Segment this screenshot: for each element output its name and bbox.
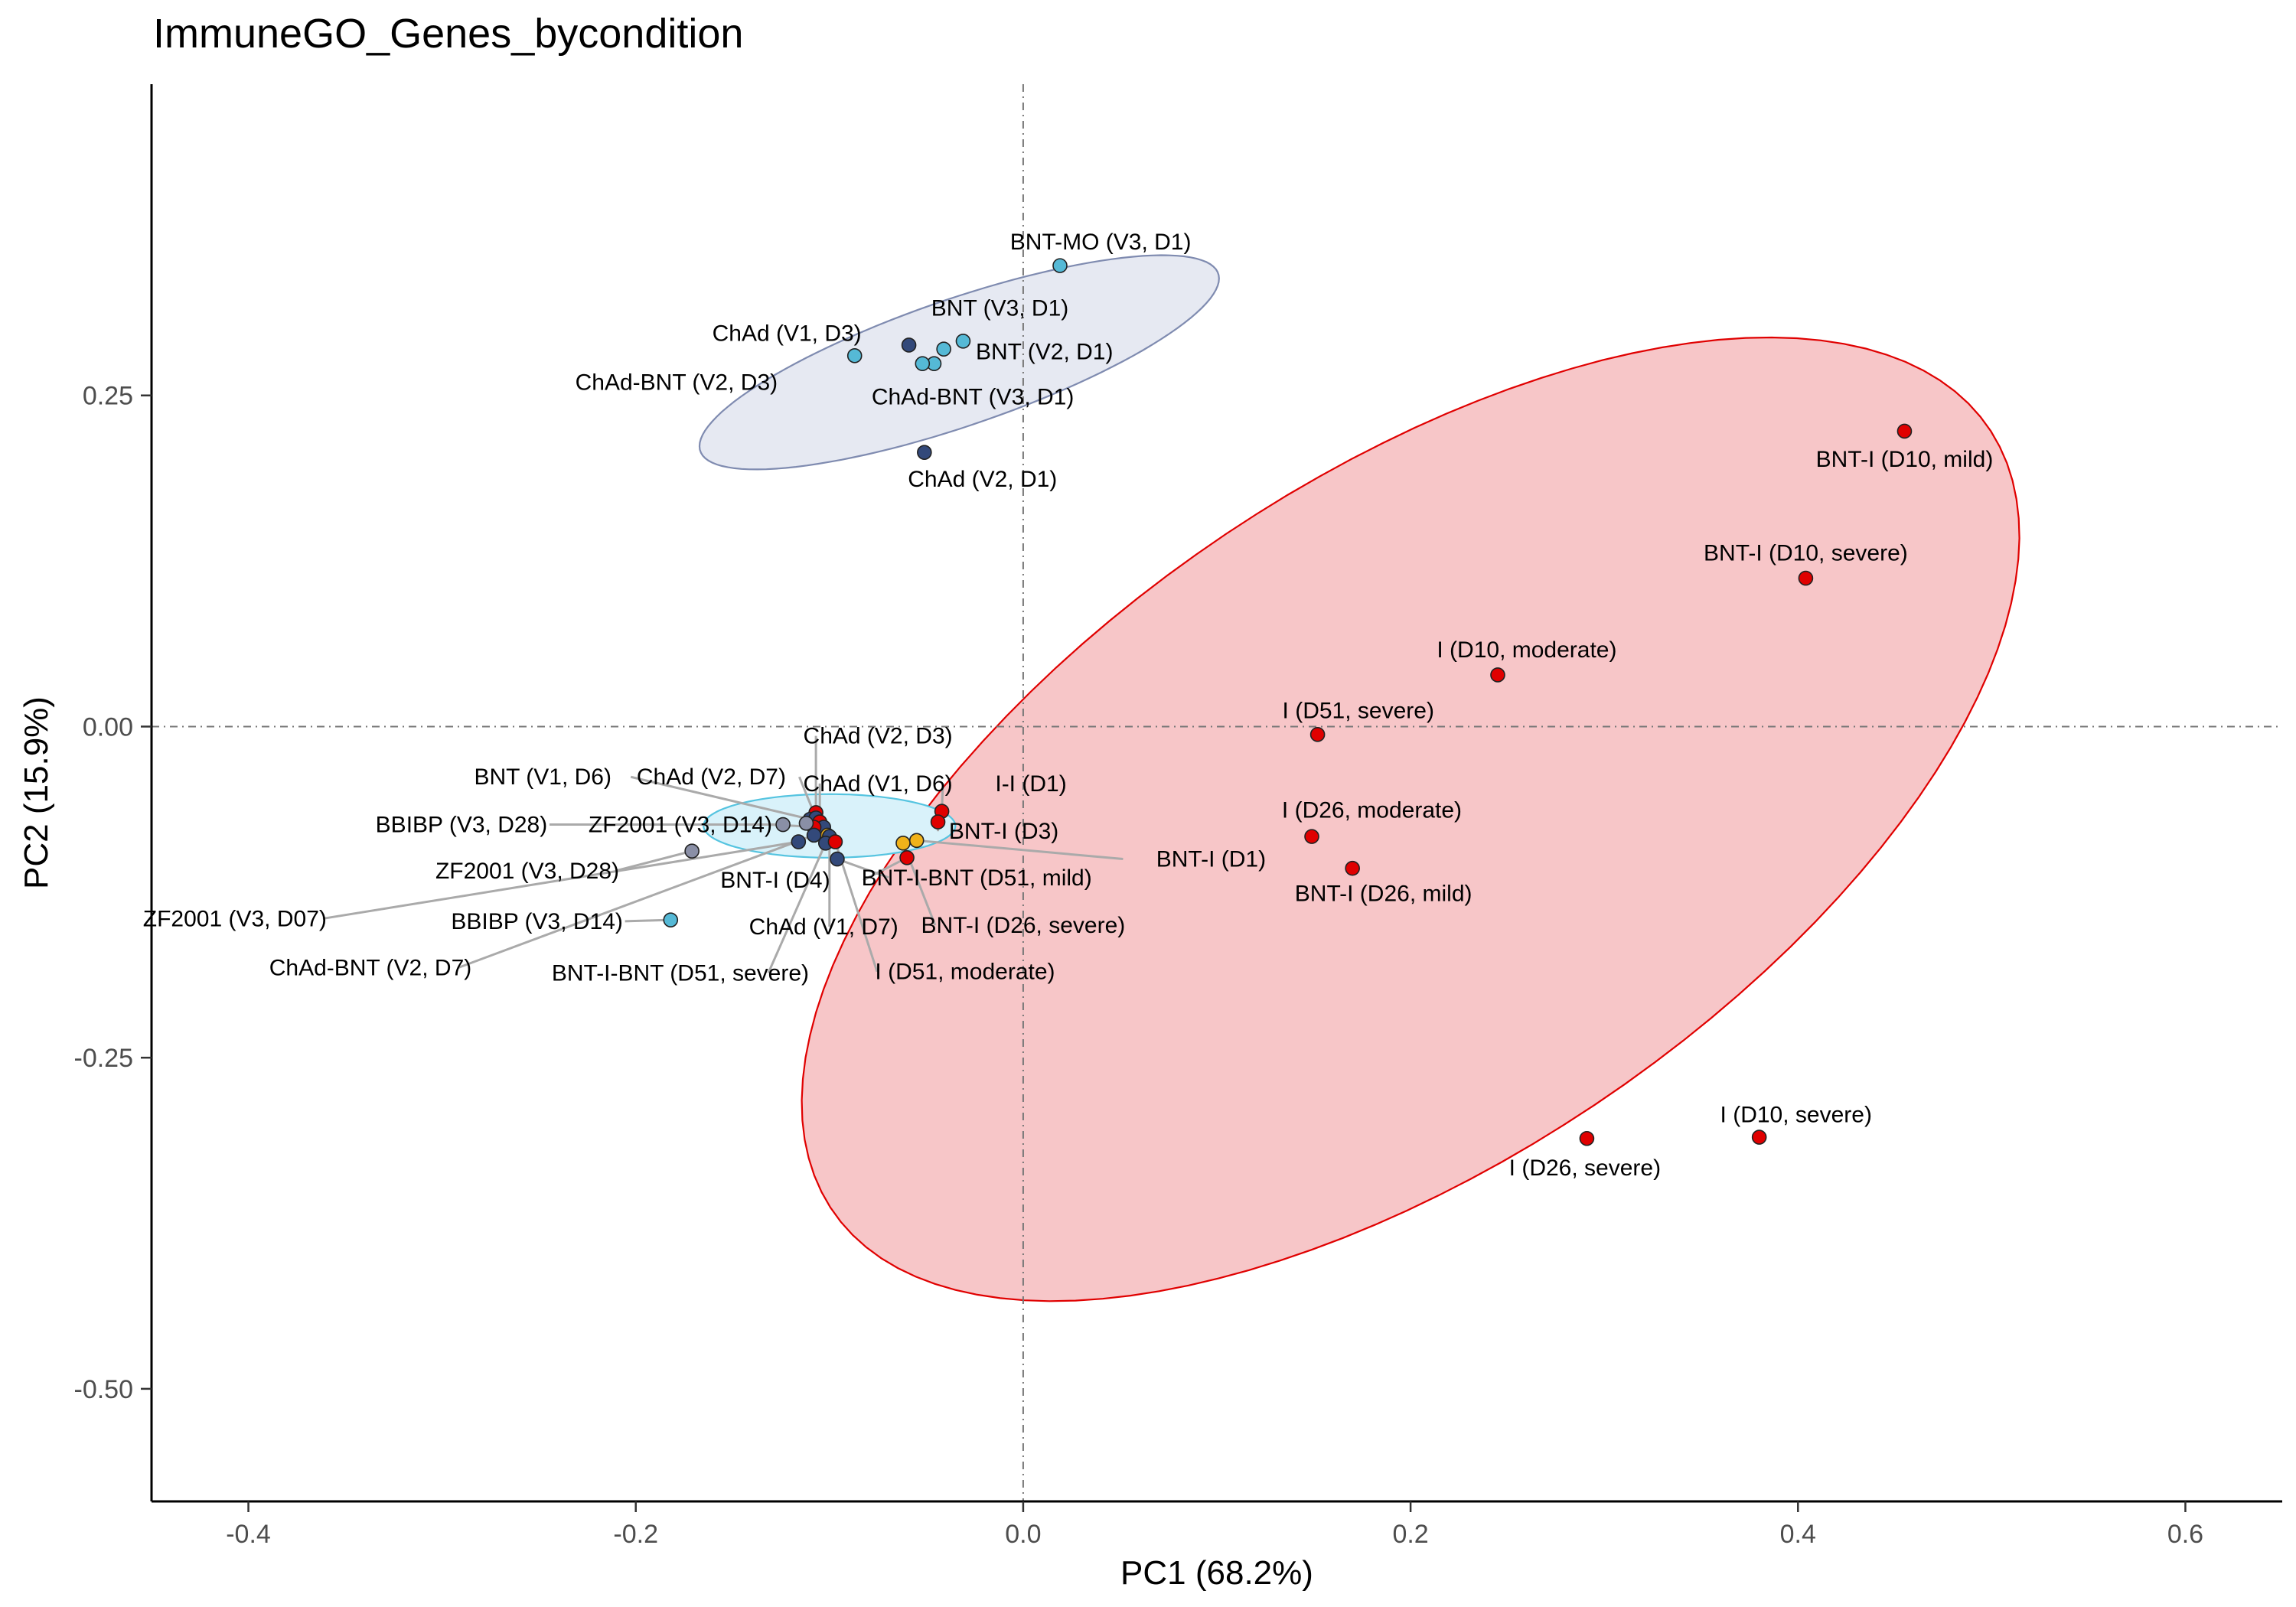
point-label: ZF2001 (V3, D07) [143,906,327,931]
x-tick-label: 0.2 [1392,1520,1428,1549]
data-point [955,333,971,349]
data-point [917,445,932,460]
leader-line [630,775,810,821]
point-label: I-I (D1) [995,771,1066,797]
data-point [899,850,915,865]
data-point [895,835,911,851]
data-point [827,834,843,849]
point-label: BNT-I (D3) [949,819,1058,844]
point-label: ChAd-BNT (V2, D3) [576,370,778,395]
leader-line [837,858,889,879]
point-label: I (D10, moderate) [1437,637,1616,663]
point-label: I (D51, moderate) [875,960,1055,985]
data-point [1751,1129,1767,1145]
y-tick-label: -0.25 [74,1044,134,1073]
data-point [663,912,679,927]
data-point [1896,423,1913,439]
point-label: I (D26, moderate) [1282,798,1462,823]
y-tick-label: 0.25 [83,382,133,411]
point-label: BNT-I (D10, mild) [1816,447,1994,472]
y-axis-ticks: -0.50 -0.25 0.00 0.25 [74,382,152,1404]
axes [150,84,2282,1503]
y-axis-title: PC2 (15.9%) [18,696,55,889]
data-point [1345,860,1360,876]
data-point [901,337,917,353]
point-label: I (D51, severe) [1283,699,1434,724]
data-point [1579,1130,1595,1146]
data-points [663,258,1913,1146]
point-label: BNT-I-BNT (D51, severe) [552,960,809,986]
x-tick-label: 0.0 [1005,1520,1041,1549]
y-tick-label: -0.50 [74,1375,134,1404]
leader-line [458,833,815,969]
point-label: ChAd-BNT (V2, D7) [269,955,472,980]
point-labels: BNT-MO (V3, D1) BNT (V3, D1) ChAd (V1, D3)… [143,230,1994,1181]
data-point [930,814,946,830]
point-label: I (D26, severe) [1509,1156,1661,1181]
point-label: ZF2001 (V3, D28) [435,859,619,884]
point-label: ChAd-BNT (V3, D1) [872,384,1075,409]
x-tick-label: -0.2 [613,1520,658,1549]
point-label: ChAd (V2, D7) [637,764,786,790]
x-tick-label: 0.6 [2167,1520,2203,1549]
data-point [806,827,822,843]
data-point [798,816,814,831]
data-point [830,851,845,867]
point-label: BNT-I (D26, mild) [1295,882,1473,907]
data-point [1304,829,1319,844]
point-label: BNT-I (D1) [1156,847,1266,872]
point-label: BBIBP (V3, D28) [376,813,548,838]
point-label: BNT-I (D4) [720,868,830,893]
leader-line [322,840,799,920]
point-label: BNT-I (D10, severe) [1704,541,1908,566]
data-point [775,817,791,833]
point-label: BNT (V3, D1) [931,296,1069,321]
point-label: BNT (V1, D6) [474,764,612,790]
data-point [684,843,700,859]
data-point [1490,667,1505,683]
data-point [1798,570,1814,586]
data-point [846,348,863,363]
point-label: BNT-I-BNT (D51, mild) [862,865,1092,891]
x-tick-label: -0.4 [226,1520,271,1549]
x-axis-title: PC1 (68.2%) [1120,1554,1313,1592]
data-point [1052,258,1068,273]
point-label: ChAd (V1, D3) [713,321,862,346]
data-point [936,341,951,357]
data-point [915,356,931,372]
point-label: I (D10, severe) [1720,1103,1872,1128]
point-label: ChAd (V2, D1) [908,467,1057,492]
x-tick-label: 0.4 [1780,1520,1816,1549]
point-label: BNT-MO (V3, D1) [1010,230,1192,255]
x-axis-ticks: -0.4 -0.2 0.0 0.2 0.4 0.6 [226,1501,2203,1549]
leader-line [916,839,1124,861]
reference-lines [152,84,2282,1501]
point-label: ChAd (V1, D6) [804,771,953,797]
leader-line [625,918,671,923]
chart-title: ImmuneGO_Genes_bycondition [153,11,743,57]
point-label: ZF2001 (V3, D14) [589,813,772,838]
data-point [791,834,807,849]
y-tick-label: 0.00 [83,712,133,742]
leader-line [615,849,693,872]
point-label: BNT (V2, D1) [976,340,1114,365]
data-point [908,833,925,849]
ellipse-navy [698,254,1220,471]
point-label: ChAd (V1, D7) [749,914,899,940]
point-label: BNT-I (D26, severe) [921,913,1126,938]
data-point [1309,727,1326,742]
ellipse-red [801,336,2020,1302]
point-label: BBIBP (V3, D14) [451,909,623,934]
point-label: ChAd (V2, D3) [804,724,953,749]
leader-line [863,856,908,882]
leader-line [767,843,827,973]
